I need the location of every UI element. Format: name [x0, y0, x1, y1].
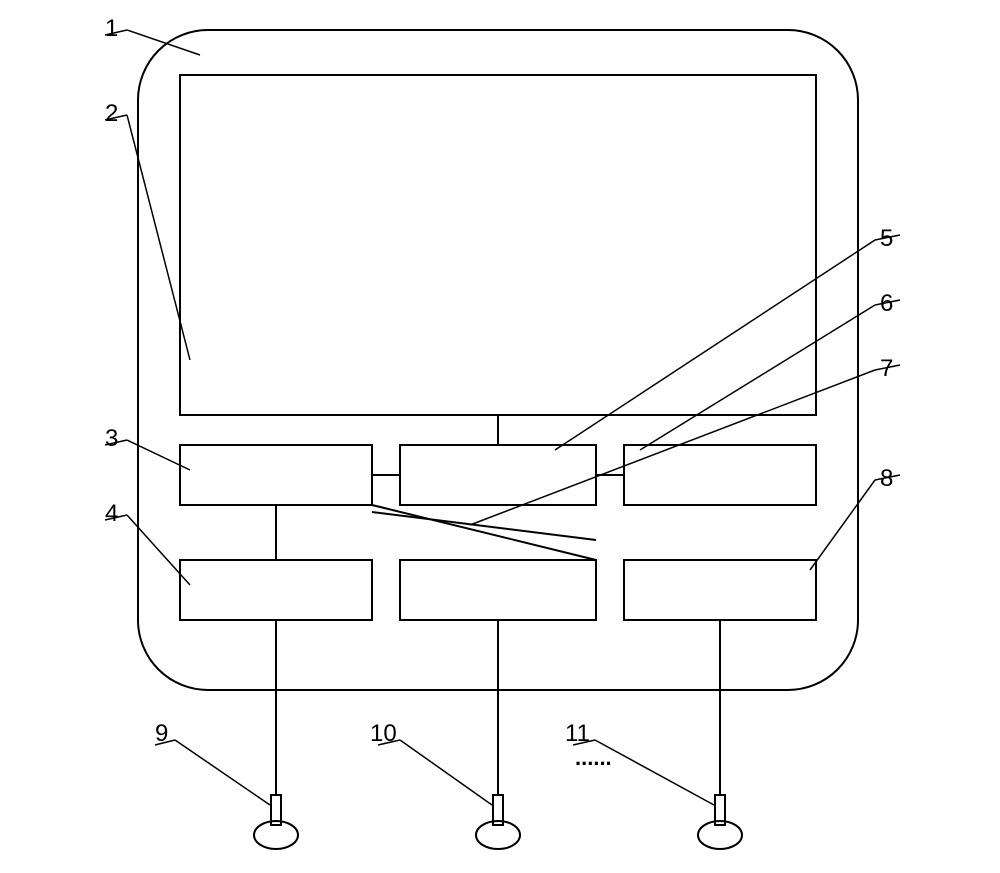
sensor-2 — [476, 795, 520, 849]
label-9: 9 — [155, 720, 168, 748]
label-11: 11 — [565, 720, 590, 748]
label-8: 8 — [880, 465, 893, 493]
label-1: 1 — [105, 15, 118, 43]
sensor-1 — [254, 795, 298, 849]
label-2: 2 — [105, 100, 118, 128]
label-6: 6 — [880, 290, 893, 318]
box-r1c3 — [624, 445, 816, 505]
leader-lines — [105, 30, 900, 805]
label-7: 7 — [880, 355, 893, 383]
screen-rect — [180, 75, 816, 415]
label-10: 10 — [370, 720, 397, 748]
box-r2c1 — [180, 560, 372, 620]
conn-diag-1 — [372, 505, 596, 560]
label-4: 4 — [105, 500, 118, 528]
label-5: 5 — [880, 225, 893, 253]
conn-diag-2 — [372, 512, 596, 540]
ellipsis-text: ...... — [575, 745, 612, 770]
outer-frame — [138, 30, 858, 690]
box-r1c1 — [180, 445, 372, 505]
technical-diagram: ...... — [0, 0, 1000, 873]
box-r2c2 — [400, 560, 596, 620]
label-3: 3 — [105, 425, 118, 453]
box-r2c3 — [624, 560, 816, 620]
sensor-3 — [698, 795, 742, 849]
box-r1c2 — [400, 445, 596, 505]
